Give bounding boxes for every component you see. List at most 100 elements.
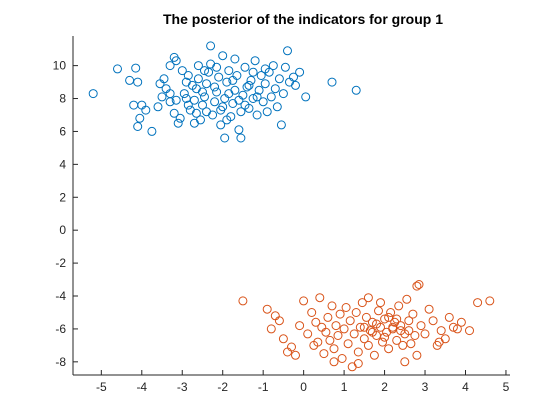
data-point [299, 296, 309, 306]
data-point [181, 94, 191, 103]
data-point [325, 335, 335, 345]
data-point [384, 344, 394, 354]
data-point [428, 316, 438, 326]
data-point [258, 97, 268, 107]
data-point [171, 95, 181, 105]
y-tick-label: 8 [59, 92, 66, 106]
data-point [410, 331, 420, 340]
data-point [230, 85, 240, 95]
data-point [337, 354, 347, 363]
data-point [456, 317, 466, 327]
data-point [208, 110, 218, 120]
data-point [238, 296, 248, 306]
data-point [404, 316, 414, 326]
y-tick-label: -4 [55, 289, 66, 303]
data-point [408, 309, 418, 319]
data-point [191, 108, 201, 118]
x-tick-label: 0 [300, 380, 307, 394]
data-point [260, 79, 270, 89]
data-point [276, 120, 286, 130]
data-point [189, 118, 199, 128]
data-point [289, 72, 298, 82]
data-point [440, 334, 450, 344]
data-point [295, 321, 305, 331]
data-point [378, 337, 387, 347]
data-point [236, 133, 246, 143]
data-point [220, 133, 230, 143]
data-point [414, 280, 424, 289]
data-point [369, 350, 379, 360]
data-point [222, 77, 232, 87]
data-point [240, 100, 250, 110]
y-tick-label: 0 [59, 223, 66, 237]
y-tick-label: -6 [55, 322, 66, 336]
data-point [210, 97, 220, 107]
data-point [159, 74, 169, 84]
data-point [359, 334, 369, 344]
x-tick-label: -2 [217, 380, 228, 394]
data-point [386, 308, 396, 317]
data-point [129, 100, 139, 110]
data-point [200, 66, 209, 76]
data-point [238, 90, 248, 100]
data-point [230, 54, 240, 64]
data-point [248, 94, 258, 103]
data-point [398, 340, 408, 350]
data-point [424, 304, 434, 314]
data-point [278, 334, 288, 344]
data-point [270, 84, 280, 94]
data-point [198, 87, 207, 97]
data-point [155, 79, 165, 89]
data-point [448, 322, 458, 332]
chart-title: The posterior of the indicators for grou… [163, 11, 443, 27]
data-point [274, 316, 284, 326]
data-point [169, 108, 179, 118]
data-point [313, 337, 323, 347]
data-point [165, 61, 175, 71]
data-point [252, 110, 262, 120]
data-point [206, 41, 216, 51]
series-2 [238, 280, 495, 372]
data-point [287, 342, 296, 352]
data-point [465, 326, 474, 336]
data-point [376, 298, 385, 308]
data-point [236, 107, 246, 117]
data-point [131, 63, 141, 73]
data-point [198, 100, 207, 110]
data-point [311, 317, 321, 327]
data-point [333, 331, 343, 340]
data-point [260, 64, 270, 74]
data-point [420, 329, 430, 339]
data-point [193, 61, 203, 71]
data-point [329, 357, 339, 367]
data-point [179, 89, 189, 99]
data-point [153, 102, 163, 112]
data-point [278, 89, 288, 99]
data-point [412, 281, 422, 291]
data-point [262, 107, 272, 117]
data-point [349, 329, 359, 339]
data-point [228, 99, 238, 108]
data-point [210, 82, 220, 92]
y-tick-label: 10 [53, 59, 67, 73]
data-point [240, 62, 250, 72]
data-point [404, 326, 414, 336]
data-point [252, 92, 262, 102]
data-point [185, 105, 195, 115]
data-point [380, 332, 390, 342]
data-point [402, 294, 412, 304]
data-point [359, 322, 369, 332]
data-point [268, 61, 278, 71]
data-point [412, 350, 422, 360]
data-point [317, 322, 327, 332]
data-point [193, 74, 203, 84]
data-point [234, 95, 244, 105]
data-point [183, 100, 193, 110]
data-point [256, 71, 266, 80]
data-point [303, 329, 313, 339]
data-point [165, 89, 175, 99]
data-point [125, 75, 135, 85]
data-point [347, 362, 357, 372]
data-point [202, 79, 211, 89]
